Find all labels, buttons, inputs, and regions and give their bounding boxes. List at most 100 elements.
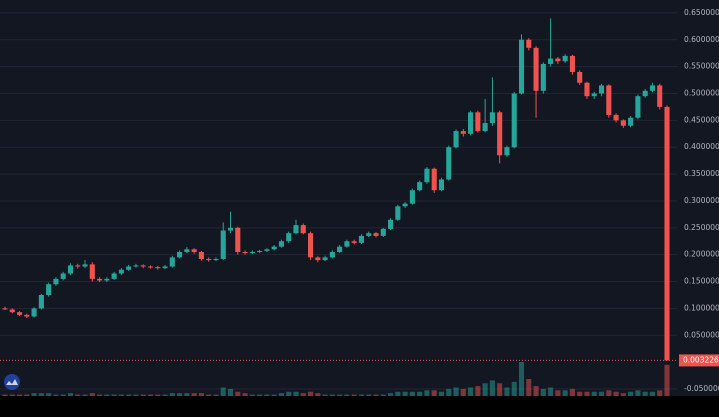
volume-bar [235,391,241,396]
candle-body [664,106,670,361]
volume-bar [402,391,408,396]
volume-bar [286,391,292,396]
candle-body [533,47,539,91]
volume-bar [242,393,248,396]
volume-bar [388,393,394,396]
y-tick-label: 0.400000 [684,142,719,151]
volume-bar [227,388,234,396]
candle-body [118,269,124,274]
volume-bar [67,393,74,396]
candle-body [504,147,510,156]
candle-body [591,93,597,97]
y-tick-label: 0.650000 [684,8,719,17]
volume-bar [82,394,88,396]
candle-body [497,112,503,156]
volume-bar [366,394,372,396]
volume-bar [664,364,670,396]
candle-body [402,203,408,207]
candle-body [344,241,350,247]
candle-body [373,233,379,236]
volume-bar [373,394,379,396]
volume-bar [511,381,517,396]
volume-bar [169,393,175,396]
volume-bar [46,393,52,396]
y-tick-label: 0.300000 [684,196,719,205]
y-tick-label: 0.500000 [684,88,719,97]
candle-body [220,230,226,259]
candle-body [242,252,248,254]
candle-body [227,227,234,231]
candle-body [249,252,255,254]
volume-bar [293,391,299,396]
volume-bar [606,390,612,396]
candle-body [460,131,466,134]
volume-bar [220,387,226,396]
candle-body [657,85,663,107]
candle-body [155,267,161,269]
y-tick-label: 0.100000 [684,303,719,312]
price-axis: 0.650000 0.600000 0.550000 0.500000 0.450000… [679,8,719,393]
candle-body [409,190,415,204]
y-tick-label: 0.200000 [684,250,719,259]
volume-bar [613,391,619,396]
volume-bar [533,386,539,396]
volume-bar [162,394,168,396]
candle-body [584,82,590,97]
volume-bar [75,394,81,396]
candle-body [191,249,197,252]
candle-body [351,241,357,243]
candle-body [577,72,583,83]
candle-body [642,90,648,97]
candle-body [489,112,495,124]
volume-bar [53,394,59,396]
volume-bar [133,394,139,396]
candle-body [53,278,59,285]
volume-bar [351,394,357,396]
candle-body [177,252,183,258]
candle-body [126,266,132,270]
candle-body [482,123,488,132]
candle-body [75,265,81,267]
candle-body [315,257,321,261]
volume-bar [344,394,350,396]
volume-bar [438,391,445,396]
candle-body [613,114,619,121]
volume-bar [569,388,575,396]
volume-bar [31,393,37,396]
y-tick-label: 0.050000 [684,330,719,339]
candle-body [89,264,95,279]
y-tick-label: 0.150000 [684,277,719,286]
candle-body [395,206,401,220]
bottom-bar [0,396,719,417]
volume-bar [598,391,605,396]
volume-bar [213,394,219,396]
last-price-badge [679,354,719,367]
volume-bar [657,390,663,396]
candle-body [140,265,146,267]
candle-body [635,96,641,118]
volume-bar [453,387,459,396]
volume-bar [104,394,110,396]
candle-body [104,278,110,281]
candle-body [475,112,481,132]
volume-bar [337,394,343,396]
last-price-label: 0.003226 [683,355,719,364]
volume-bar [518,362,525,396]
candle-body [562,55,568,62]
volume-bar [249,394,255,396]
candle-body [162,266,168,269]
candle-body [569,55,575,72]
volume-bar [315,393,321,396]
volume-bar [329,394,335,396]
grid [0,12,677,390]
volume-bar [504,387,510,396]
volume-bar [409,391,415,396]
candle-body [184,249,190,252]
candle-body [598,85,605,94]
candle-body [46,284,52,295]
y-tick-label: 0.550000 [684,62,719,71]
volume-bar [17,394,23,396]
volume-bar [322,394,328,396]
volume-bar [118,394,124,396]
candle-body [278,241,284,247]
